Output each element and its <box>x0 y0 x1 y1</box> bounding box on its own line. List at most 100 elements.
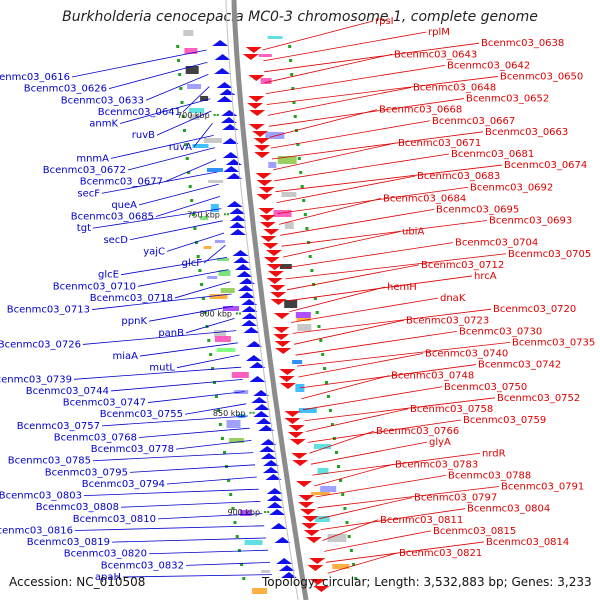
gene-label-bcenmc03-0730[interactable]: Bcenmc03_0730 <box>459 326 542 337</box>
gene-label-bcenmc03-0752[interactable]: Bcenmc03_0752 <box>497 393 580 404</box>
gene-label-bcenmc03-0692[interactable]: Bcenmc03_0692 <box>470 182 553 193</box>
gene-label-bcenmc03-0810[interactable]: Bcenmc03_0810 <box>73 514 156 525</box>
gene-label-secf[interactable]: secF <box>77 188 100 199</box>
gene-label-bcenmc03-0791[interactable]: Bcenmc03_0791 <box>501 482 584 493</box>
gene-label-bcenmc03-0667[interactable]: Bcenmc03_0667 <box>432 116 515 127</box>
gene-label-bcenmc03-0684[interactable]: Bcenmc03_0684 <box>383 193 466 204</box>
gene-label-bcenmc03-0740[interactable]: Bcenmc03_0740 <box>425 349 508 360</box>
gene-label-bcenmc03-0816[interactable]: Bcenmc03_0816 <box>0 525 73 536</box>
gene-label-bcenmc03-0652[interactable]: Bcenmc03_0652 <box>466 94 549 105</box>
gene-label-rpsi[interactable]: rpsI <box>375 16 394 27</box>
gene-label-bcenmc03-0820[interactable]: Bcenmc03_0820 <box>64 549 147 560</box>
gene-label-bcenmc03-0757[interactable]: Bcenmc03_0757 <box>17 421 100 432</box>
gene-label-bcenmc03-0803[interactable]: Bcenmc03_0803 <box>0 491 82 502</box>
guide-dot <box>201 297 205 300</box>
gene-label-bcenmc03-0674[interactable]: Bcenmc03_0674 <box>504 160 587 171</box>
gene-label-bcenmc03-0685[interactable]: Bcenmc03_0685 <box>71 212 154 223</box>
gene-label-bcenmc03-0677[interactable]: Bcenmc03_0677 <box>80 177 163 188</box>
gene-label-bcenmc03-0726[interactable]: Bcenmc03_0726 <box>0 339 81 350</box>
gene-label-bcenmc03-0832[interactable]: Bcenmc03_0832 <box>101 560 184 571</box>
gene-label-bcenmc03-0808[interactable]: Bcenmc03_0808 <box>36 502 119 513</box>
gene-label-bcenmc03-0681[interactable]: Bcenmc03_0681 <box>451 149 534 160</box>
gene-label-bcenmc03-0693[interactable]: Bcenmc03_0693 <box>489 216 572 227</box>
gene-label-ubia[interactable]: ubiA <box>402 227 424 238</box>
gene-label-bcenmc03-0723[interactable]: Bcenmc03_0723 <box>406 315 489 326</box>
gene-label-quea[interactable]: queA <box>111 200 137 211</box>
gene-label-mnma[interactable]: mnmA <box>76 153 109 164</box>
reverse-gene-arrow <box>236 271 253 277</box>
gene-label-apah[interactable]: apaH <box>95 572 121 583</box>
gene-label-bcenmc03-0638[interactable]: Bcenmc03_0638 <box>481 38 564 49</box>
gene-label-bcenmc03-0739[interactable]: Bcenmc03_0739 <box>0 374 72 385</box>
gene-label-bcenmc03-0783[interactable]: Bcenmc03_0783 <box>395 459 478 470</box>
gene-label-bcenmc03-0735[interactable]: Bcenmc03_0735 <box>512 337 595 348</box>
gene-label-bcenmc03-0712[interactable]: Bcenmc03_0712 <box>421 260 504 271</box>
gene-label-bcenmc03-0671[interactable]: Bcenmc03_0671 <box>398 138 481 149</box>
gene-label-bcenmc03-0768[interactable]: Bcenmc03_0768 <box>54 432 137 443</box>
gene-label-ruva[interactable]: ruvA <box>169 142 192 153</box>
gene-label-nrdr[interactable]: nrdR <box>482 448 506 459</box>
gene-label-glce[interactable]: glcE <box>98 270 119 281</box>
gene-label-secd[interactable]: secD <box>103 235 128 246</box>
gene-label-bcenmc03-0750[interactable]: Bcenmc03_0750 <box>444 382 527 393</box>
gene-label-bcenmc03-0713[interactable]: Bcenmc03_0713 <box>7 305 90 316</box>
gene-label-bcenmc03-0633[interactable]: Bcenmc03_0633 <box>61 95 144 106</box>
gene-label-miaa[interactable]: miaA <box>113 351 139 362</box>
gene-label-bcenmc03-0668[interactable]: Bcenmc03_0668 <box>379 105 462 116</box>
guide-dot <box>187 171 191 174</box>
right-connector <box>265 64 446 94</box>
gene-label-glya[interactable]: glyA <box>429 437 451 448</box>
gene-label-bcenmc03-0748[interactable]: Bcenmc03_0748 <box>391 371 474 382</box>
gene-label-bcenmc03-0815[interactable]: Bcenmc03_0815 <box>433 526 516 537</box>
gene-label-bcenmc03-0720[interactable]: Bcenmc03_0720 <box>493 304 576 315</box>
gene-label-ruvb[interactable]: ruvB <box>132 130 155 141</box>
gene-label-bcenmc03-0672[interactable]: Bcenmc03_0672 <box>43 165 126 176</box>
gene-label-bcenmc03-0718[interactable]: Bcenmc03_0718 <box>90 293 173 304</box>
gene-label-bcenmc03-0755[interactable]: Bcenmc03_0755 <box>100 409 183 420</box>
gene-label-bcenmc03-0616[interactable]: Bcenmc03_0616 <box>0 72 70 83</box>
gene-label-bcenmc03-0710[interactable]: Bcenmc03_0710 <box>53 281 136 292</box>
gene-label-bcenmc03-0744[interactable]: Bcenmc03_0744 <box>26 386 109 397</box>
gene-label-bcenmc03-0648[interactable]: Bcenmc03_0648 <box>413 83 496 94</box>
gene-label-bcenmc03-0758[interactable]: Bcenmc03_0758 <box>410 404 493 415</box>
gene-label-bcenmc03-0747[interactable]: Bcenmc03_0747 <box>63 398 146 409</box>
gene-label-bcenmc03-0778[interactable]: Bcenmc03_0778 <box>91 444 174 455</box>
gene-label-bcenmc03-0819[interactable]: Bcenmc03_0819 <box>27 537 110 548</box>
gene-label-bcenmc03-0797[interactable]: Bcenmc03_0797 <box>414 493 497 504</box>
gene-label-bcenmc03-0643[interactable]: Bcenmc03_0643 <box>394 49 477 60</box>
gene-label-bcenmc03-0704[interactable]: Bcenmc03_0704 <box>455 238 538 249</box>
gene-label-bcenmc03-0814[interactable]: Bcenmc03_0814 <box>486 537 569 548</box>
feature-block <box>314 516 330 522</box>
gene-label-bcenmc03-0683[interactable]: Bcenmc03_0683 <box>417 171 500 182</box>
gene-label-mutl[interactable]: mutL <box>149 363 175 374</box>
gene-label-bcenmc03-0811[interactable]: Bcenmc03_0811 <box>380 515 463 526</box>
gene-label-tgt[interactable]: tgt <box>77 223 91 234</box>
gene-label-glcf[interactable]: glcF <box>182 258 203 269</box>
gene-label-bcenmc03-0766[interactable]: Bcenmc03_0766 <box>376 426 459 437</box>
gene-label-bcenmc03-0759[interactable]: Bcenmc03_0759 <box>463 415 546 426</box>
gene-label-yajc[interactable]: yajC <box>143 246 165 257</box>
gene-label-ppnk[interactable]: ppnK <box>121 316 147 327</box>
gene-label-hrca[interactable]: hrcA <box>474 271 497 282</box>
gene-label-anmk[interactable]: anmK <box>89 119 118 130</box>
gene-label-bcenmc03-0794[interactable]: Bcenmc03_0794 <box>82 479 165 490</box>
gene-label-bcenmc03-0705[interactable]: Bcenmc03_0705 <box>508 249 591 260</box>
gene-label-bcenmc03-0663[interactable]: Bcenmc03_0663 <box>485 127 568 138</box>
gene-label-panb[interactable]: panB <box>158 328 184 339</box>
gene-label-bcenmc03-0650[interactable]: Bcenmc03_0650 <box>500 71 583 82</box>
gene-label-bcenmc03-0695[interactable]: Bcenmc03_0695 <box>436 204 519 215</box>
gene-label-bcenmc03-0642[interactable]: Bcenmc03_0642 <box>447 60 530 71</box>
gene-label-bcenmc03-0804[interactable]: Bcenmc03_0804 <box>467 504 550 515</box>
gene-label-dnak[interactable]: dnaK <box>440 293 466 304</box>
gene-label-bcenmc03-0821[interactable]: Bcenmc03_0821 <box>399 548 482 559</box>
gene-label-bcenmc03-0626[interactable]: Bcenmc03_0626 <box>24 84 107 95</box>
gene-label-bcenmc03-0742[interactable]: Bcenmc03_0742 <box>478 360 561 371</box>
gene-label-bcenmc03-0795[interactable]: Bcenmc03_0795 <box>45 467 128 478</box>
gene-label-bcenmc03-0785[interactable]: Bcenmc03_0785 <box>8 456 91 467</box>
gene-label-rplm[interactable]: rplM <box>428 27 450 38</box>
left-connector <box>148 305 234 322</box>
gene-label-hemh[interactable]: hemH <box>387 282 417 293</box>
gene-label-bcenmc03-0641[interactable]: Bcenmc03_0641 <box>98 107 181 118</box>
gene-label-bcenmc03-0788[interactable]: Bcenmc03_0788 <box>448 470 531 481</box>
